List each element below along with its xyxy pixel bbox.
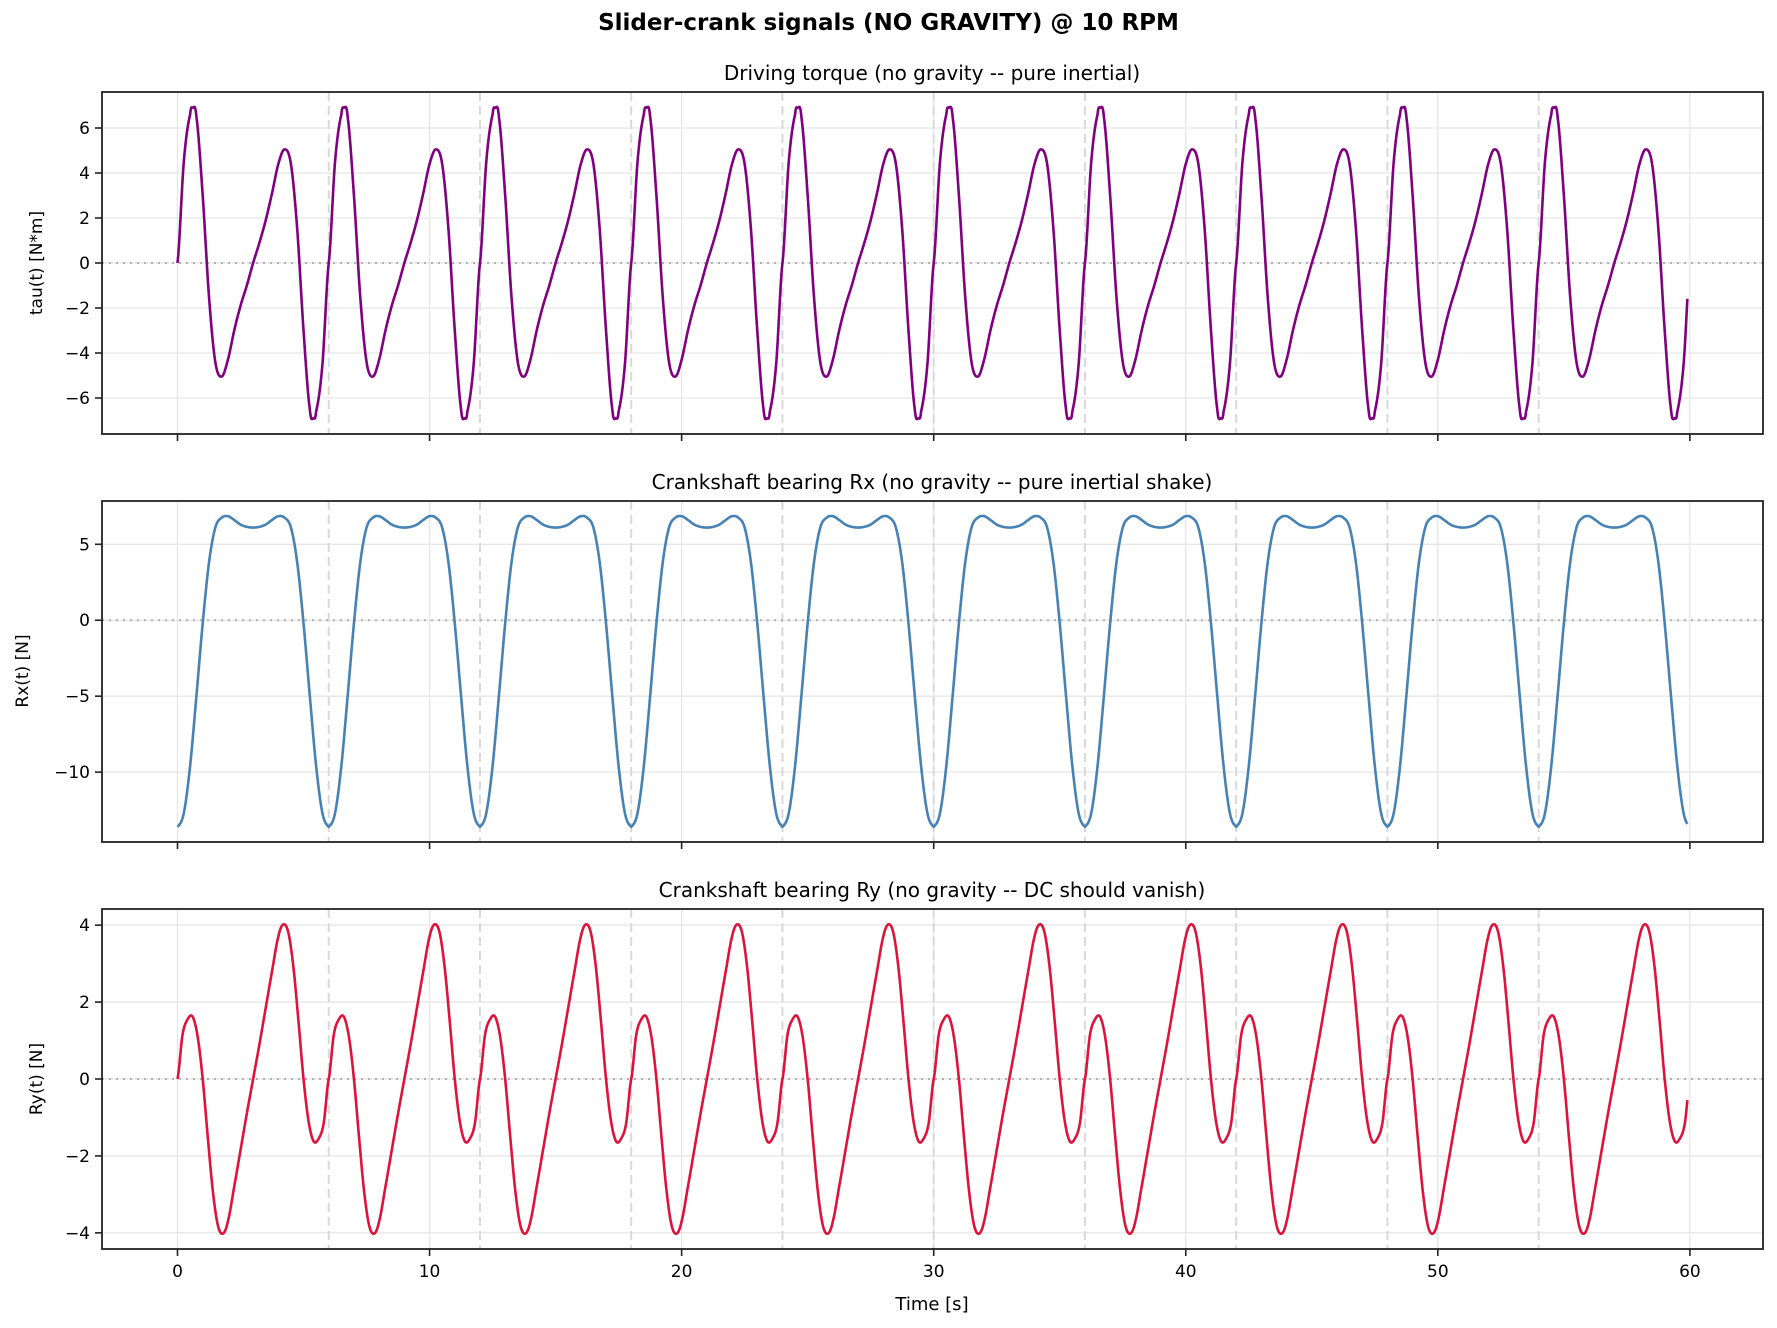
rx-axes-frame <box>101 500 1764 843</box>
ry-x-axis: 0 10 20 30 40 50 60 <box>172 1249 1701 1282</box>
y-tick-label: −4 <box>65 344 90 364</box>
rx-grid <box>102 501 1763 842</box>
y-tick-label: 2 <box>79 993 90 1013</box>
rx-panel: Crankshaft bearing Rx (no gravity -- pur… <box>13 470 1764 849</box>
x-tick-label: 30 <box>923 1262 945 1282</box>
y-tick-label: 4 <box>79 916 90 936</box>
x-tick-label: 60 <box>1679 1262 1701 1282</box>
y-tick-label: 4 <box>79 164 90 184</box>
ry-y-label: Ry(t) [N] <box>27 1043 47 1115</box>
y-tick-label: −2 <box>65 1147 90 1167</box>
x-tick-label: 0 <box>172 1262 183 1282</box>
y-tick-label: 6 <box>79 119 90 139</box>
y-tick-label: −10 <box>54 763 90 783</box>
torque-y-axis: −6 −4 −2 0 2 4 6 <box>65 119 102 409</box>
axes-border <box>101 500 1764 843</box>
ry-panel: Crankshaft bearing Ry (no gravity -- DC … <box>27 878 1764 1315</box>
rx-y-label: Rx(t) [N] <box>13 634 33 707</box>
x-tick-label: 40 <box>1175 1262 1197 1282</box>
torque-series-line <box>176 105 1689 421</box>
y-tick-label: 0 <box>79 611 90 631</box>
ry-y-axis: −4 −2 0 2 4 <box>65 916 102 1244</box>
y-tick-label: 0 <box>79 254 90 274</box>
y-tick-label: −2 <box>65 299 90 319</box>
torque-panel: Driving torque (no gravity -- pure inert… <box>27 61 1764 441</box>
rx-series-line <box>176 514 1689 829</box>
y-tick-label: 5 <box>79 535 90 555</box>
data-series-path <box>176 105 1689 421</box>
torque-panel-title: Driving torque (no gravity -- pure inert… <box>724 61 1140 85</box>
rx-period-markers <box>327 501 1540 842</box>
rx-panel-title: Crankshaft bearing Rx (no gravity -- pur… <box>652 470 1213 494</box>
y-tick-label: 0 <box>79 1070 90 1090</box>
data-series-path <box>176 922 1689 1236</box>
y-tick-label: −6 <box>65 389 90 409</box>
y-tick-label: 2 <box>79 209 90 229</box>
x-tick-label: 20 <box>671 1262 693 1282</box>
x-axis-label: Time [s] <box>894 1294 968 1315</box>
torque-y-label: tau(t) [N*m] <box>27 211 47 315</box>
torque-x-axis <box>176 434 1691 441</box>
rx-x-axis <box>176 842 1691 849</box>
ry-series-line <box>176 922 1689 1236</box>
y-tick-label: −5 <box>65 687 90 707</box>
y-tick-label: −4 <box>65 1224 90 1244</box>
x-tick-label: 10 <box>419 1262 441 1282</box>
rx-y-axis: −10 −5 0 5 <box>54 535 102 783</box>
data-series-path <box>176 514 1689 829</box>
figure-suptitle: Slider-crank signals (NO GRAVITY) @ 10 R… <box>598 10 1179 36</box>
x-tick-label: 50 <box>1427 1262 1449 1282</box>
ry-panel-title: Crankshaft bearing Ry (no gravity -- DC … <box>659 878 1206 902</box>
